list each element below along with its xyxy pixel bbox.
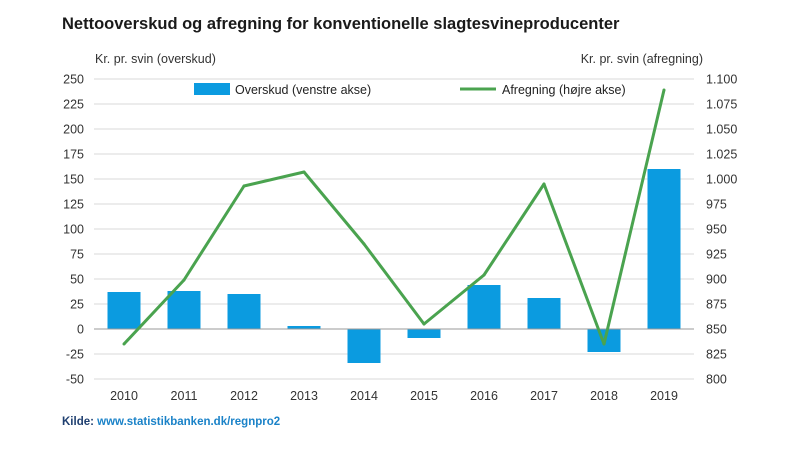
right-tick-label: 850 (706, 323, 727, 337)
left-tick-label: 75 (70, 248, 84, 262)
left-axis-title: Kr. pr. svin (overskud) (95, 52, 216, 66)
right-tick-label: 1.025 (706, 148, 737, 162)
left-tick-label: -25 (66, 348, 84, 362)
legend: Overskud (venstre akse) Afregning (højre … (194, 83, 626, 97)
x-tick-label: 2012 (230, 389, 258, 403)
grid-lines (94, 78, 694, 380)
right-tick-label: 950 (706, 223, 727, 237)
line-point (362, 242, 366, 246)
x-tick-label: 2010 (110, 389, 138, 403)
bar (347, 329, 381, 363)
legend-bar-label: Overskud (venstre akse) (235, 83, 371, 97)
right-tick-label: 825 (706, 348, 727, 362)
bar (647, 169, 681, 329)
line-point (542, 182, 546, 186)
left-tick-label: 125 (63, 198, 84, 212)
right-tick-label: 900 (706, 273, 727, 287)
x-tick-label: 2018 (590, 389, 618, 403)
right-axis-title: Kr. pr. svin (afregning) (580, 52, 703, 66)
line-series (122, 88, 666, 346)
line-point (482, 273, 486, 277)
bar-series (107, 169, 681, 363)
chart-title: Nettooverskud og afregning for konventio… (62, 15, 620, 33)
left-tick-label: 25 (70, 298, 84, 312)
left-tick-label: 0 (77, 323, 84, 337)
left-tick-label: 50 (70, 273, 84, 287)
left-tick-label: 100 (63, 223, 84, 237)
bar (227, 294, 261, 329)
line-point (662, 88, 666, 92)
x-tick-label: 2015 (410, 389, 438, 403)
afregning-line (122, 89, 666, 346)
line-point (182, 278, 186, 282)
right-tick-label: 925 (706, 248, 727, 262)
x-tick-label: 2011 (171, 389, 198, 403)
right-tick-label: 800 (706, 373, 727, 387)
source-label: Kilde: (62, 416, 94, 428)
right-tick-label: 1.075 (706, 98, 737, 112)
x-tick-label: 2017 (530, 389, 558, 403)
bar (527, 298, 561, 329)
left-tick-label: 200 (63, 123, 84, 137)
x-tick-label: 2014 (350, 389, 378, 403)
line-point (422, 322, 426, 326)
bar (407, 329, 441, 338)
legend-bar-swatch (194, 83, 230, 95)
right-tick-label: 975 (706, 198, 727, 212)
right-tick-label: 875 (706, 298, 727, 312)
bar (107, 292, 141, 329)
line-point (302, 170, 306, 174)
legend-line-label: Afregning (højre akse) (502, 83, 626, 97)
right-tick-label: 1.000 (706, 173, 737, 187)
line-point (122, 342, 126, 346)
right-tick-label: 1.100 (706, 73, 737, 87)
line-point (242, 184, 246, 188)
x-tick-label: 2013 (290, 389, 318, 403)
left-tick-label: 225 (63, 98, 84, 112)
source-link[interactable]: www.statistikbanken.dk/regnpro2 (97, 416, 281, 428)
x-tick-label: 2016 (470, 389, 498, 403)
source-note: Kilde: www.statistikbanken.dk/regnpro2 (62, 416, 280, 428)
line-point (602, 342, 606, 346)
bar (287, 326, 321, 329)
bar (167, 291, 201, 329)
bar (467, 285, 501, 329)
left-tick-label: 175 (63, 148, 84, 162)
left-tick-label: 250 (63, 73, 84, 87)
right-tick-label: 1.050 (706, 123, 737, 137)
left-tick-label: 150 (63, 173, 84, 187)
left-tick-label: -50 (66, 373, 84, 387)
x-tick-label: 2019 (650, 389, 678, 403)
